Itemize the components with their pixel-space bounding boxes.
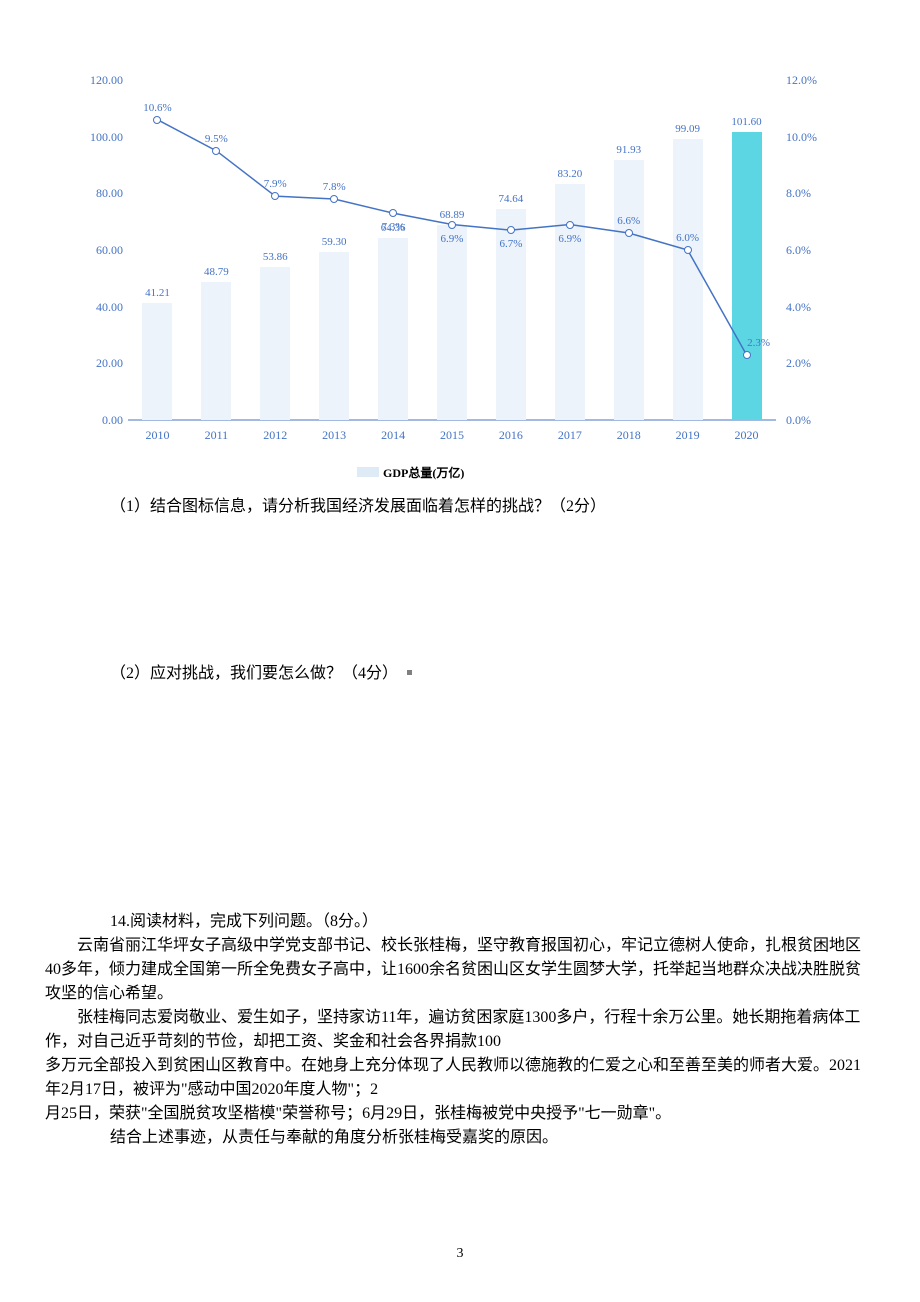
question-2: （2）应对挑战，我们要怎么做？（4分）: [78, 662, 838, 686]
line-label: 6.7%: [491, 238, 531, 250]
line-marker: [271, 192, 279, 200]
line-marker: [448, 221, 456, 229]
para-4: 月25日，荣获"全国脱贫攻坚楷模"荣誉称号；6月29日，张桂梅被党中央授予"七一…: [45, 1102, 875, 1126]
line-label: 10.6%: [137, 102, 177, 114]
line-marker: [330, 195, 338, 203]
line-label: 2.3%: [739, 337, 779, 349]
line-marker: [153, 116, 161, 124]
para1-text: 云南省丽江华坪女子高级中学党支部书记、校长张桂梅，坚守教育报国初心，牢记立德树人…: [45, 937, 861, 1002]
line-marker: [625, 229, 633, 237]
line-label: 6.0%: [668, 232, 708, 244]
q14-heading: 14.阅读材料，完成下列问题。（8分。）: [78, 910, 838, 934]
question-1: （1）结合图标信息，请分析我国经济发展面临着怎样的挑战？（2分）: [78, 495, 838, 519]
para-3: 多万元全部投入到贫困山区教育中。在她身上充分体现了人民教师以德施教的仁爱之心和至…: [45, 1054, 875, 1102]
gdp-chart: 0.0020.0040.0060.0080.00100.00120.000.0%…: [78, 80, 833, 485]
line-label: 7.9%: [255, 178, 295, 190]
page-number: 3: [0, 1246, 920, 1262]
line-label: 6.9%: [550, 233, 590, 245]
marker-square: [407, 670, 412, 675]
line-svg: [78, 80, 833, 485]
line-label: 7.3%: [373, 221, 413, 233]
para-1: 云南省丽江华坪女子高级中学党支部书记、校长张桂梅，坚守教育报国初心，牢记立德树人…: [45, 934, 875, 1006]
line-marker: [684, 246, 692, 254]
para2-text: 张桂梅同志爱岗敬业、爱生如子，坚持家访11年，遍访贫困家庭1300多户，行程十余…: [45, 1009, 860, 1050]
line-marker: [389, 209, 397, 217]
line-label: 6.9%: [432, 233, 472, 245]
para-2: 张桂梅同志爱岗敬业、爱生如子，坚持家访11年，遍访贫困家庭1300多户，行程十余…: [45, 1006, 875, 1054]
line-label: 7.8%: [314, 181, 354, 193]
line-label: 6.6%: [609, 215, 649, 227]
line-label: 9.5%: [196, 133, 236, 145]
line-marker: [507, 226, 515, 234]
line-marker: [566, 221, 574, 229]
q14-prompt: 结合上述事迹，从责任与奉献的角度分析张桂梅受嘉奖的原因。: [78, 1126, 838, 1150]
line-marker: [212, 147, 220, 155]
line-marker: [743, 351, 751, 359]
